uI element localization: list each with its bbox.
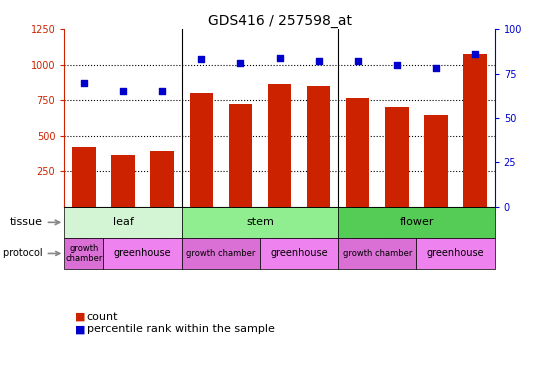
Bar	[190, 93, 213, 207]
Bar	[182, 238, 260, 269]
Text: leaf: leaf	[112, 217, 134, 227]
Point	[197, 56, 206, 62]
Bar	[72, 147, 96, 207]
Bar	[463, 54, 487, 207]
Title: GDS416 / 257598_at: GDS416 / 257598_at	[207, 14, 352, 28]
Point	[119, 89, 127, 94]
Point	[79, 80, 88, 86]
Text: greenhouse: greenhouse	[427, 249, 485, 258]
Point	[236, 60, 245, 66]
Text: ■: ■	[75, 324, 86, 335]
Bar	[260, 238, 338, 269]
Bar	[338, 207, 495, 238]
Point	[432, 66, 440, 71]
Point	[353, 58, 362, 64]
Bar	[268, 84, 291, 207]
Bar	[64, 207, 182, 238]
Bar	[338, 238, 416, 269]
Text: greenhouse: greenhouse	[270, 249, 328, 258]
Bar	[229, 104, 252, 207]
Bar	[182, 207, 338, 238]
Text: growth chamber: growth chamber	[343, 249, 412, 258]
Bar	[111, 155, 135, 207]
Point	[275, 55, 284, 61]
Point	[158, 89, 167, 94]
Text: greenhouse: greenhouse	[113, 249, 172, 258]
Bar	[416, 238, 495, 269]
Text: flower: flower	[399, 217, 434, 227]
Text: stem: stem	[246, 217, 274, 227]
Text: ■: ■	[75, 311, 86, 322]
Text: growth chamber: growth chamber	[186, 249, 255, 258]
Text: growth protocol: growth protocol	[0, 249, 60, 258]
Bar	[150, 152, 174, 207]
Point	[314, 58, 323, 64]
Bar	[307, 86, 330, 207]
Bar	[64, 238, 103, 269]
Text: tissue: tissue	[10, 217, 60, 227]
Text: growth
chamber: growth chamber	[65, 244, 102, 263]
Point	[471, 51, 480, 57]
Text: percentile rank within the sample: percentile rank within the sample	[87, 324, 274, 335]
Bar	[385, 107, 409, 207]
Text: count: count	[87, 311, 118, 322]
Bar	[346, 98, 369, 207]
Bar	[424, 115, 448, 207]
Bar	[103, 238, 182, 269]
Point	[392, 62, 401, 68]
